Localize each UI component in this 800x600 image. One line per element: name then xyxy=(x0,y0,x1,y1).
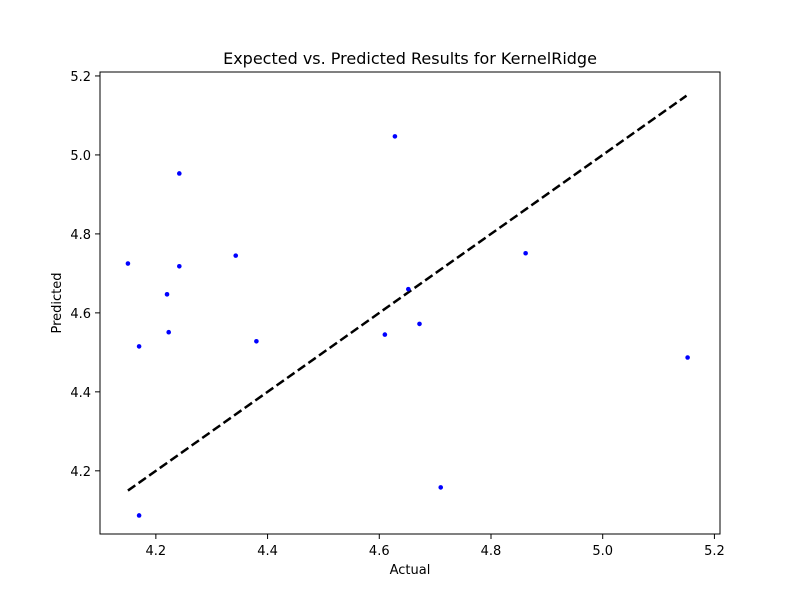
chart-title: Expected vs. Predicted Results for Kerne… xyxy=(223,49,597,68)
y-tick-label: 5.2 xyxy=(70,70,91,85)
data-point xyxy=(438,485,444,490)
x-tick-label: 4.2 xyxy=(146,544,167,559)
data-point xyxy=(166,329,172,335)
x-tick-label: 4.6 xyxy=(369,544,390,559)
y-tick-label: 5.0 xyxy=(70,149,91,164)
y-tick-label: 4.2 xyxy=(70,465,91,480)
data-point xyxy=(136,344,142,349)
data-point xyxy=(523,250,528,256)
x-tick-label: 5.2 xyxy=(704,544,725,559)
y-axis-label: Predicted xyxy=(50,272,65,333)
x-tick-label: 4.4 xyxy=(257,544,278,559)
x-axis-label: Actual xyxy=(390,563,431,578)
reference-line xyxy=(127,94,688,492)
y-axis: 4.2 4.4 4.6 4.8 5.0 5.2 xyxy=(70,70,100,480)
data-point xyxy=(125,261,131,266)
data-point xyxy=(177,171,182,176)
data-point xyxy=(164,292,170,297)
data-point xyxy=(417,321,422,327)
plot-area xyxy=(125,94,690,518)
plot-frame xyxy=(99,71,721,535)
data-point xyxy=(685,355,690,360)
data-point xyxy=(392,134,398,139)
x-tick-label: 4.8 xyxy=(481,544,502,559)
data-point xyxy=(382,332,388,337)
data-point xyxy=(136,513,142,518)
data-point xyxy=(254,339,259,344)
data-point xyxy=(177,263,182,269)
y-tick-label: 4.6 xyxy=(70,307,91,322)
y-tick-label: 4.4 xyxy=(70,386,91,401)
data-point xyxy=(406,286,411,292)
x-tick-label: 5.0 xyxy=(592,544,613,559)
data-point xyxy=(233,253,239,258)
y-tick-label: 4.8 xyxy=(70,228,91,243)
x-axis: 4.2 4.4 4.6 4.8 5.0 5.2 xyxy=(146,534,725,559)
